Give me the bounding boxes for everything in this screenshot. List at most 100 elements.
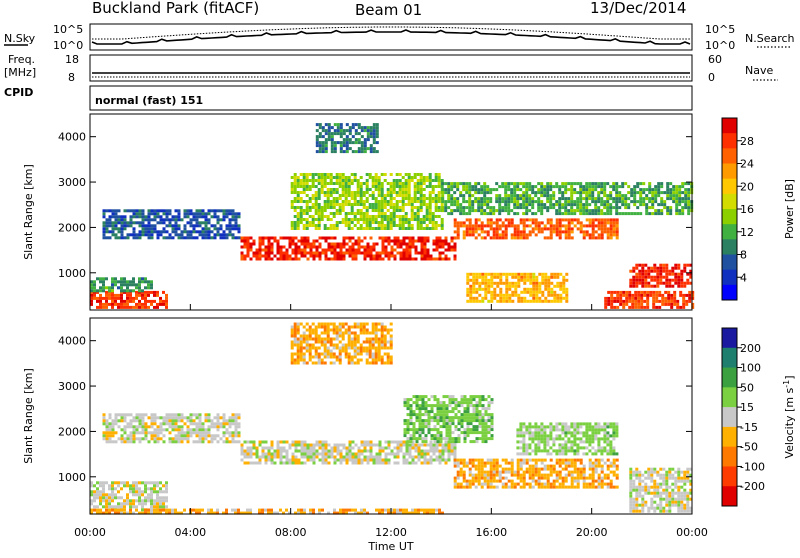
data-cell <box>333 206 336 209</box>
data-cell <box>417 221 420 224</box>
data-cell <box>565 273 568 276</box>
data-cell <box>358 252 361 255</box>
data-cell <box>265 246 268 249</box>
data-cell <box>253 444 256 447</box>
data-cell <box>109 215 112 218</box>
data-cell <box>208 440 211 443</box>
data-cell <box>537 188 540 191</box>
data-cell <box>307 450 310 453</box>
data-cell <box>638 279 641 282</box>
data-cell <box>522 194 525 197</box>
data-cell <box>330 344 333 347</box>
data-cell <box>385 459 388 462</box>
data-cell <box>446 404 449 407</box>
data-cell <box>415 447 418 450</box>
data-cell <box>543 203 546 206</box>
data-cell <box>105 291 108 294</box>
velocity-data-cells <box>90 323 692 515</box>
data-cell <box>205 434 208 437</box>
data-cell <box>157 437 160 440</box>
data-cell <box>407 404 410 407</box>
data-cell <box>413 395 416 398</box>
data-cell <box>493 291 496 294</box>
data-cell <box>291 224 294 227</box>
data-cell <box>367 249 370 252</box>
data-cell <box>556 233 559 236</box>
data-cell <box>199 431 202 434</box>
data-cell <box>364 258 367 261</box>
data-cell <box>333 356 336 359</box>
data-cell <box>139 212 142 215</box>
data-cell <box>360 359 363 362</box>
data-cell <box>312 329 315 332</box>
data-cell <box>375 173 378 176</box>
data-cell <box>476 416 479 419</box>
data-cell <box>244 456 247 459</box>
data-cell <box>145 227 148 230</box>
data-cell <box>407 422 410 425</box>
data-cell <box>339 347 342 350</box>
data-cell <box>147 499 150 502</box>
freq-tick-8: 8 <box>68 71 75 84</box>
data-cell <box>328 138 331 141</box>
data-cell <box>130 434 133 437</box>
data-cell <box>454 218 457 221</box>
data-cell <box>390 185 393 188</box>
data-cell <box>133 236 136 239</box>
data-cell <box>571 236 574 239</box>
data-cell <box>556 221 559 224</box>
data-cell <box>412 240 415 243</box>
data-cell <box>686 279 689 282</box>
data-cell <box>321 359 324 362</box>
data-cell <box>375 206 378 209</box>
data-cell <box>535 300 538 303</box>
data-cell <box>295 462 298 465</box>
data-cell <box>436 240 439 243</box>
data-cell <box>298 441 301 444</box>
data-cell <box>244 441 247 444</box>
data-cell <box>327 188 330 191</box>
data-cell <box>499 291 502 294</box>
data-cell <box>674 276 677 279</box>
data-cell <box>334 456 337 459</box>
data-cell <box>238 413 241 416</box>
data-cell <box>687 206 690 209</box>
data-cell <box>516 452 519 455</box>
data-cell <box>360 176 363 179</box>
data-cell <box>423 197 426 200</box>
data-cell <box>510 188 513 191</box>
data-cell <box>561 182 564 185</box>
data-cell <box>166 428 169 431</box>
data-cell <box>369 227 372 230</box>
data-cell <box>532 218 535 221</box>
data-cell <box>274 462 277 465</box>
data-cell <box>316 240 319 243</box>
data-cell <box>345 344 348 347</box>
data-cell <box>514 288 517 291</box>
data-cell <box>312 218 315 221</box>
data-cell <box>486 206 489 209</box>
data-cell <box>678 200 681 203</box>
data-cell <box>687 200 690 203</box>
data-cell <box>546 437 549 440</box>
data-cell <box>552 197 555 200</box>
data-cell <box>324 179 327 182</box>
data-cell <box>142 230 145 233</box>
data-cell <box>429 221 432 224</box>
data-cell <box>303 338 306 341</box>
data-cell <box>598 227 601 230</box>
data-cell <box>475 236 478 239</box>
data-cell <box>121 230 124 233</box>
data-cell <box>523 221 526 224</box>
data-cell <box>354 203 357 206</box>
data-cell <box>343 240 346 243</box>
data-cell <box>303 200 306 203</box>
data-cell <box>120 280 123 283</box>
data-cell <box>397 456 400 459</box>
data-cell <box>394 441 397 444</box>
data-cell <box>437 422 440 425</box>
data-cell <box>370 459 373 462</box>
data-cell <box>139 416 142 419</box>
data-cell <box>355 252 358 255</box>
